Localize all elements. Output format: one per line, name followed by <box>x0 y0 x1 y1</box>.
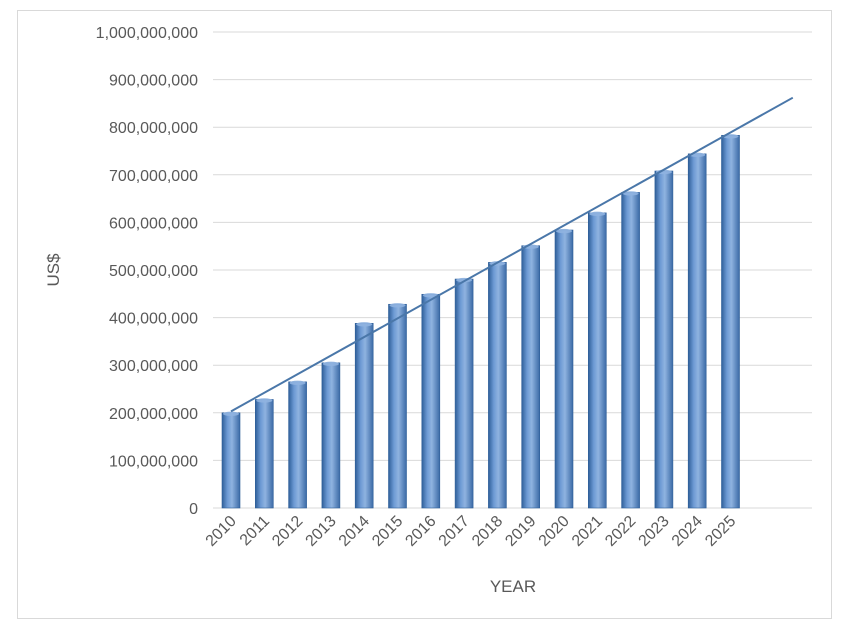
bar-2018 <box>488 261 507 509</box>
trendline-group <box>230 96 794 413</box>
bar-2019 <box>521 244 541 509</box>
bar-2014 <box>354 322 374 509</box>
gridlines <box>213 31 812 509</box>
bars <box>221 134 740 509</box>
bar-2023 <box>654 169 674 509</box>
bar-cap <box>389 303 406 308</box>
bar <box>721 134 740 509</box>
x-tick-label: 2025 <box>702 513 739 550</box>
bar <box>221 412 241 509</box>
x-tick-label: 2024 <box>669 513 706 550</box>
bar <box>255 399 274 509</box>
y-tick-label: 900,000,000 <box>109 73 198 90</box>
bar-cap <box>556 228 572 234</box>
bar-2022 <box>621 191 640 509</box>
bar <box>321 362 341 509</box>
bar-2013 <box>321 361 341 509</box>
bar <box>288 381 307 509</box>
bar <box>554 229 574 509</box>
bar <box>354 323 374 509</box>
bar-cap <box>322 361 339 367</box>
bar-2011 <box>255 398 274 509</box>
x-tick-label: 2018 <box>469 513 506 550</box>
bar-2010 <box>221 411 241 509</box>
bar-cap <box>256 398 273 403</box>
y-tick-label: 800,000,000 <box>109 120 198 137</box>
bar-2015 <box>388 303 407 509</box>
bar-2016 <box>421 293 441 509</box>
bar-2020 <box>554 228 574 509</box>
bar <box>488 262 507 509</box>
x-tick-label: 2017 <box>436 513 473 550</box>
bar-cap <box>356 322 373 327</box>
x-tick-label: 2015 <box>369 513 406 550</box>
x-axis-ticks: 2010201120122013201420152016201720182019… <box>203 513 740 550</box>
y-tick-label: 400,000,000 <box>109 311 198 328</box>
bar <box>388 303 407 509</box>
bar-cap <box>289 380 306 386</box>
x-tick-label: 2011 <box>237 513 273 549</box>
y-tick-label: 200,000,000 <box>109 406 198 423</box>
bar-2012 <box>288 380 307 509</box>
bar-2025 <box>721 134 740 509</box>
bar <box>454 278 474 509</box>
x-tick-label: 2023 <box>636 513 673 550</box>
bar-cap <box>422 293 439 298</box>
bar-cap <box>589 211 606 217</box>
y-tick-label: 600,000,000 <box>109 215 198 232</box>
trendline <box>230 96 794 413</box>
bar-cap <box>223 411 239 416</box>
x-tick-label: 2010 <box>203 513 240 550</box>
x-tick-label: 2020 <box>536 513 573 550</box>
x-tick-label: 2022 <box>602 513 639 550</box>
bar <box>587 212 607 509</box>
y-tick-label: 100,000,000 <box>109 453 198 470</box>
bar-2017 <box>454 277 474 509</box>
x-tick-label: 2019 <box>502 513 539 550</box>
x-tick-label: 2012 <box>269 513 306 550</box>
y-tick-label: 1,000,000,000 <box>96 25 198 42</box>
x-tick-label: 2016 <box>402 513 439 550</box>
x-axis-title: YEAR <box>490 577 536 596</box>
y-tick-label: 0 <box>189 501 198 518</box>
bar <box>687 153 707 509</box>
y-tick-label: 700,000,000 <box>109 168 198 185</box>
bar <box>621 192 640 509</box>
x-tick-label: 2013 <box>303 513 340 550</box>
y-axis-title: US$ <box>44 253 63 287</box>
bar-2021 <box>587 211 607 509</box>
bar <box>654 170 674 509</box>
y-axis-ticks: 0 100,000,000 200,000,000 300,000,000 400,00… <box>96 25 198 518</box>
y-tick-label: 500,000,000 <box>109 263 198 280</box>
y-tick-label: 300,000,000 <box>109 358 198 375</box>
bar <box>421 293 441 509</box>
bar-cap <box>622 191 639 196</box>
x-tick-label: 2021 <box>569 513 606 550</box>
bar-2024 <box>687 152 707 509</box>
x-tick-label: 2014 <box>336 513 373 550</box>
bar <box>521 245 541 509</box>
